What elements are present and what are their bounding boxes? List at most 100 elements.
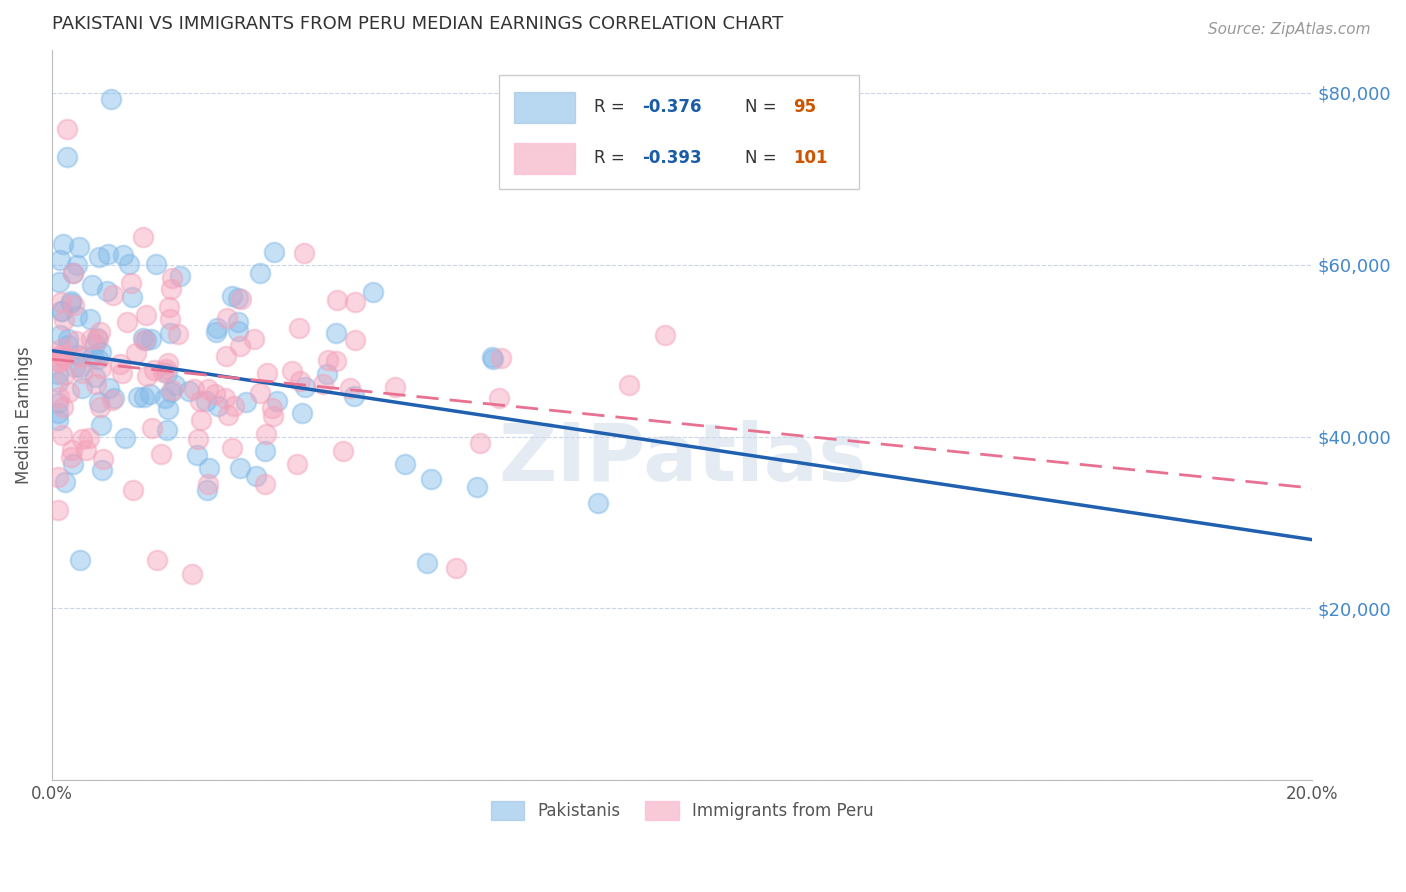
Point (332, 444, 354, 458)
Point (294, 380, 316, 394)
Point (152, 365, 174, 379)
Point (188, 393, 211, 408)
Point (52, 400, 75, 414)
Point (204, 387, 226, 401)
Point (325, 326, 347, 341)
Point (181, 567, 204, 582)
Point (339, 381, 361, 395)
Point (260, 401, 283, 415)
Point (84, 377, 107, 392)
Point (215, 349, 238, 363)
Point (214, 391, 236, 405)
Point (70, 367, 93, 381)
Point (48, 275, 70, 289)
Point (46, 412, 69, 426)
Point (654, 327, 676, 342)
Point (115, 315, 138, 329)
Point (160, 385, 183, 400)
Point (156, 402, 179, 417)
Y-axis label: Median Earnings: Median Earnings (15, 346, 32, 483)
Point (46, 367, 69, 381)
Point (617, 378, 640, 392)
Point (134, 390, 156, 404)
Point (52, 236, 75, 251)
Point (195, 394, 218, 409)
Point (77, 431, 100, 445)
Point (66, 258, 89, 272)
Point (141, 332, 163, 346)
Point (291, 406, 314, 420)
Point (217, 408, 239, 422)
Point (249, 385, 271, 400)
Point (221, 289, 243, 303)
Point (52, 368, 75, 383)
Point (65, 334, 87, 349)
Text: PAKISTANI VS IMMIGRANTS FROM PERU MEDIAN EARNINGS CORRELATION CHART: PAKISTANI VS IMMIGRANTS FROM PERU MEDIAN… (52, 15, 783, 33)
Point (415, 556, 437, 570)
Point (468, 436, 491, 450)
Point (266, 393, 288, 408)
Point (263, 244, 285, 259)
Point (229, 460, 252, 475)
Point (134, 333, 156, 347)
Point (190, 413, 212, 427)
Point (281, 364, 304, 378)
Point (262, 409, 284, 424)
Point (66, 309, 89, 323)
Point (205, 326, 228, 340)
Point (100, 92, 122, 106)
Point (84, 336, 107, 351)
Point (135, 334, 157, 348)
Point (183, 383, 205, 397)
Text: R =: R = (593, 98, 630, 116)
Point (58, 384, 80, 399)
Point (56, 150, 79, 164)
Point (60, 443, 83, 458)
Point (288, 374, 311, 388)
Point (56, 333, 79, 347)
Point (157, 356, 180, 370)
Point (226, 291, 249, 305)
Point (51, 304, 73, 318)
Point (160, 271, 183, 285)
Point (157, 300, 180, 314)
Text: R =: R = (593, 149, 630, 167)
Point (481, 351, 503, 365)
Text: 101: 101 (793, 149, 828, 167)
Point (586, 496, 609, 510)
Point (89, 325, 111, 339)
Point (112, 248, 135, 262)
Point (217, 311, 239, 326)
Point (159, 326, 181, 341)
Point (145, 257, 167, 271)
Point (70, 350, 93, 364)
Point (127, 390, 149, 404)
Point (46, 502, 69, 516)
Point (177, 384, 200, 399)
Point (63, 297, 86, 311)
Point (97, 246, 120, 260)
Point (156, 366, 179, 380)
Point (89, 401, 111, 415)
Point (49, 347, 72, 361)
Point (488, 391, 510, 405)
Point (51, 348, 73, 362)
Point (86, 330, 108, 344)
Point (229, 338, 252, 352)
Point (318, 353, 340, 368)
Point (110, 357, 132, 371)
Point (90, 361, 112, 376)
Point (245, 468, 267, 483)
Point (253, 477, 276, 491)
Point (155, 362, 177, 376)
Point (79, 312, 101, 326)
Point (231, 292, 253, 306)
Point (59, 294, 82, 309)
Point (489, 351, 512, 366)
Text: -0.376: -0.376 (641, 98, 702, 116)
FancyBboxPatch shape (515, 144, 575, 174)
Point (49, 295, 72, 310)
Point (221, 442, 243, 456)
Text: -0.393: -0.393 (641, 149, 702, 167)
Point (72, 432, 94, 446)
